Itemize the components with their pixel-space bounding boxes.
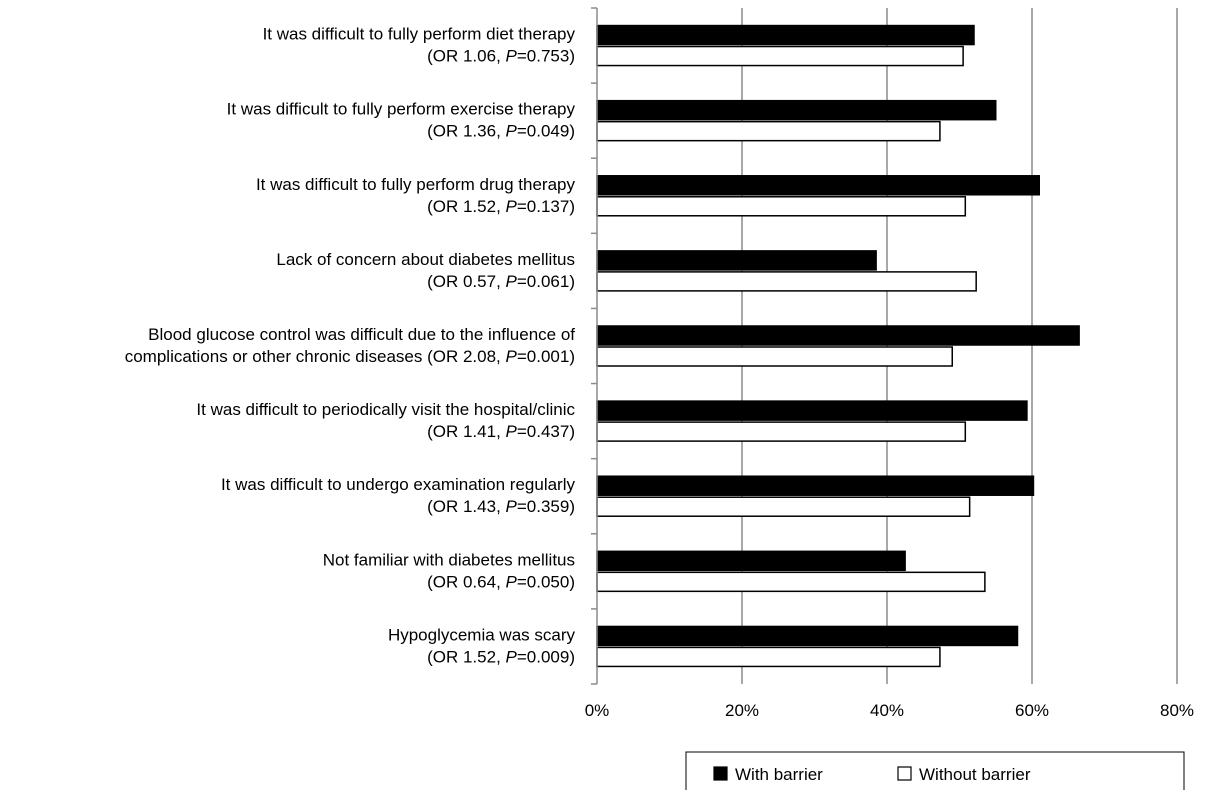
p-value-text: =0.359) bbox=[517, 497, 575, 516]
legend-swatch-without-barrier bbox=[897, 766, 912, 781]
legend-swatch-with-barrier bbox=[713, 766, 728, 781]
bar-without-barrier bbox=[596, 271, 977, 292]
category-label-line2: (OR 1.52, P=0.137) bbox=[427, 197, 575, 216]
bar-with-barrier bbox=[596, 550, 906, 572]
p-symbol: P bbox=[506, 47, 518, 66]
category-label-line2: (OR 1.36, P=0.049) bbox=[427, 122, 575, 141]
p-value-text: =0.061) bbox=[517, 272, 575, 291]
bars bbox=[596, 24, 1080, 668]
p-symbol: P bbox=[506, 347, 518, 366]
bar-with-barrier bbox=[596, 250, 877, 271]
bar-without-barrier bbox=[596, 646, 941, 668]
category-label-line1: Not familiar with diabetes mellitus bbox=[323, 550, 575, 569]
bar-without-barrier bbox=[596, 346, 953, 367]
category-label-line2: (OR 1.41, P=0.437) bbox=[427, 422, 575, 441]
bar-without-barrier bbox=[596, 421, 967, 442]
category-label-line1: It was difficult to fully perform diet t… bbox=[263, 25, 576, 44]
p-value-text: =0.050) bbox=[517, 572, 575, 591]
legend: With barrier Without barrier bbox=[685, 751, 1185, 790]
bar-with-barrier bbox=[596, 325, 1080, 346]
p-value-text: =0.137) bbox=[517, 197, 575, 216]
p-symbol: P bbox=[506, 497, 518, 516]
odds-ratio-text: (OR 1.52, bbox=[427, 197, 505, 216]
odds-ratio-text: (OR 1.41, bbox=[427, 422, 505, 441]
p-symbol: P bbox=[506, 197, 518, 216]
bar-without-barrier bbox=[596, 571, 986, 593]
x-tick-labels: 0% 20% 40% 60% 80% bbox=[585, 701, 1194, 720]
p-value-text: =0.753) bbox=[517, 47, 575, 66]
bar-without-barrier bbox=[596, 196, 967, 217]
odds-ratio-text: (OR 0.57, bbox=[427, 272, 505, 291]
category-label-line1: Blood glucose control was difficult due … bbox=[148, 325, 575, 344]
category-label-line1: It was difficult to periodically visit t… bbox=[196, 400, 575, 419]
axes bbox=[591, 7, 598, 685]
odds-ratio-text: (OR 1.52, bbox=[427, 647, 505, 666]
odds-ratio-text: (OR 1.06, bbox=[427, 47, 505, 66]
p-symbol: P bbox=[506, 647, 518, 666]
category-label-line2: (OR 0.57, P=0.061) bbox=[427, 272, 575, 291]
bar-with-barrier bbox=[596, 400, 1028, 421]
bar-with-barrier bbox=[596, 475, 1035, 496]
odds-ratio-text: (OR 0.64, bbox=[427, 572, 505, 591]
bar-without-barrier bbox=[596, 45, 964, 67]
category-label-line2: (OR 0.64, P=0.050) bbox=[427, 572, 575, 591]
category-label-line1: It was difficult to undergo examination … bbox=[221, 475, 576, 494]
bar-without-barrier bbox=[596, 120, 941, 142]
legend-label-without-barrier: Without barrier bbox=[919, 765, 1031, 784]
x-tick-label: 60% bbox=[1015, 701, 1049, 720]
category-label-line1: Lack of concern about diabetes mellitus bbox=[276, 250, 575, 269]
x-tick-label: 40% bbox=[870, 701, 904, 720]
odds-ratio-text: complications or other chronic diseases … bbox=[125, 347, 506, 366]
category-label-line2: complications or other chronic diseases … bbox=[125, 347, 575, 366]
category-labels: It was difficult to fully perform diet t… bbox=[125, 25, 576, 667]
p-symbol: P bbox=[506, 272, 518, 291]
category-label-line1: It was difficult to fully perform drug t… bbox=[256, 175, 576, 194]
odds-ratio-text: (OR 1.36, bbox=[427, 122, 505, 141]
legend-label-with-barrier: With barrier bbox=[735, 765, 823, 784]
x-tick-label: 80% bbox=[1160, 701, 1194, 720]
category-label-line1: Hypoglycemia was scary bbox=[388, 625, 576, 644]
odds-ratio-text: (OR 1.43, bbox=[427, 497, 505, 516]
category-label-line2: (OR 1.06, P=0.753) bbox=[427, 47, 575, 66]
x-tick-label: 20% bbox=[725, 701, 759, 720]
category-label-line2: (OR 1.52, P=0.009) bbox=[427, 647, 575, 666]
p-value-text: =0.437) bbox=[517, 422, 575, 441]
bar-with-barrier bbox=[596, 175, 1040, 196]
x-tick-label: 0% bbox=[585, 701, 610, 720]
category-label-line1: It was difficult to fully perform exerci… bbox=[227, 100, 576, 119]
p-value-text: =0.009) bbox=[517, 647, 575, 666]
p-symbol: P bbox=[506, 422, 518, 441]
bar-with-barrier bbox=[596, 24, 975, 46]
bar-without-barrier bbox=[596, 496, 971, 517]
p-value-text: =0.001) bbox=[517, 347, 575, 366]
category-label-line2: (OR 1.43, P=0.359) bbox=[427, 497, 575, 516]
p-symbol: P bbox=[506, 122, 518, 141]
p-symbol: P bbox=[506, 572, 518, 591]
p-value-text: =0.049) bbox=[517, 122, 575, 141]
legend-frame bbox=[685, 751, 1185, 790]
bar-with-barrier bbox=[596, 625, 1019, 647]
bar-with-barrier bbox=[596, 99, 997, 121]
grid-lines bbox=[741, 8, 1178, 684]
